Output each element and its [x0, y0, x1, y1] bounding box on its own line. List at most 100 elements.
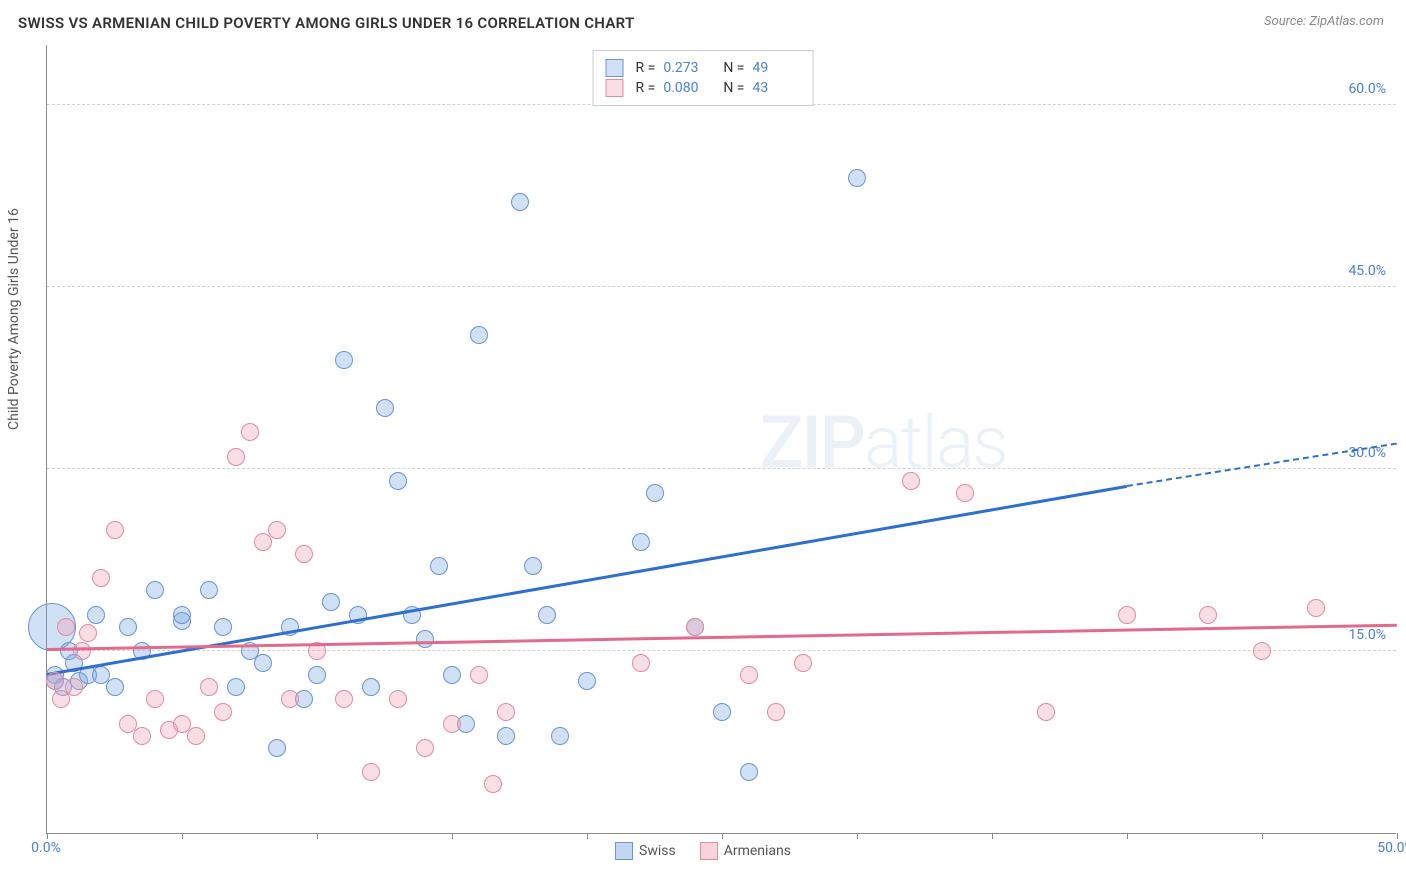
scatter-point — [254, 654, 272, 672]
scatter-point — [430, 557, 448, 575]
scatter-point — [268, 521, 286, 539]
scatter-point — [470, 666, 488, 684]
gridline — [47, 286, 1396, 287]
scatter-point — [1307, 599, 1325, 617]
scatter-point — [57, 618, 75, 636]
scatter-point — [538, 606, 556, 624]
legend-swatch — [615, 842, 633, 860]
legend-swatch — [606, 79, 624, 97]
scatter-point — [1199, 606, 1217, 624]
y-tick-label: 45.0% — [1348, 263, 1386, 279]
scatter-point — [46, 672, 64, 690]
scatter-point — [214, 703, 232, 721]
scatter-point — [416, 739, 434, 757]
scatter-point — [281, 690, 299, 708]
scatter-point — [1253, 642, 1271, 660]
scatter-point — [956, 484, 974, 502]
scatter-point — [187, 727, 205, 745]
legend-series: Swiss Armenians — [615, 842, 791, 860]
scatter-point — [308, 666, 326, 684]
x-tick-label: 50.0% — [1377, 840, 1406, 856]
legend-r-value: 0.273 — [663, 60, 711, 76]
scatter-point — [848, 169, 866, 187]
legend-item: Armenians — [700, 842, 791, 860]
gridline — [47, 468, 1396, 469]
legend-label: Armenians — [724, 843, 791, 859]
legend-row: R =0.273N =49 — [606, 59, 801, 77]
x-tick — [317, 833, 318, 839]
plot-area: 15.0%30.0%45.0%60.0% — [46, 45, 1396, 834]
scatter-point — [713, 703, 731, 721]
x-tick — [1262, 833, 1263, 839]
legend-correlation: R =0.273N =49R =0.080N =43 — [593, 50, 814, 106]
scatter-point — [335, 690, 353, 708]
legend-label: Swiss — [639, 843, 676, 859]
x-tick-label: 0.0% — [31, 840, 61, 856]
legend-item: Swiss — [615, 842, 676, 860]
x-tick — [992, 833, 993, 839]
scatter-point — [794, 654, 812, 672]
scatter-point — [1118, 606, 1136, 624]
scatter-point — [646, 484, 664, 502]
scatter-point — [443, 715, 461, 733]
source-attribution: Source: ZipAtlas.com — [1264, 14, 1384, 29]
scatter-point — [686, 618, 704, 636]
y-tick-label: 60.0% — [1348, 81, 1386, 97]
x-tick — [452, 833, 453, 839]
legend-r-label: R = — [636, 80, 656, 96]
legend-swatch — [606, 59, 624, 77]
x-tick — [587, 833, 588, 839]
legend-r-label: R = — [636, 60, 656, 76]
scatter-point — [241, 423, 259, 441]
scatter-point — [497, 703, 515, 721]
chart-title: SWISS VS ARMENIAN CHILD POVERTY AMONG GI… — [18, 14, 635, 32]
scatter-point — [92, 569, 110, 587]
scatter-point — [200, 581, 218, 599]
x-tick — [857, 833, 858, 839]
scatter-point — [119, 618, 137, 636]
scatter-point — [443, 666, 461, 684]
x-tick — [1397, 833, 1398, 839]
scatter-point — [524, 557, 542, 575]
x-tick — [1127, 833, 1128, 839]
scatter-point — [268, 739, 286, 757]
legend-n-label: N = — [723, 80, 744, 96]
x-tick — [722, 833, 723, 839]
scatter-point — [497, 727, 515, 745]
scatter-point — [87, 606, 105, 624]
legend-n-value: 49 — [752, 60, 800, 76]
scatter-point — [416, 630, 434, 648]
scatter-point — [106, 678, 124, 696]
y-tick-label: 15.0% — [1348, 627, 1386, 643]
scatter-point — [65, 678, 83, 696]
y-axis-label: Child Poverty Among Girls Under 16 — [6, 208, 22, 430]
scatter-point — [200, 678, 218, 696]
scatter-point — [902, 472, 920, 490]
scatter-point — [389, 472, 407, 490]
scatter-point — [133, 727, 151, 745]
scatter-point — [106, 521, 124, 539]
scatter-point — [73, 642, 91, 660]
scatter-point — [1037, 703, 1055, 721]
scatter-point — [389, 690, 407, 708]
scatter-point — [470, 326, 488, 344]
scatter-point — [376, 399, 394, 417]
legend-swatch — [700, 842, 718, 860]
scatter-point — [295, 545, 313, 563]
scatter-point — [362, 678, 380, 696]
x-tick — [47, 833, 48, 839]
scatter-point — [146, 690, 164, 708]
scatter-point — [79, 624, 97, 642]
scatter-point — [632, 654, 650, 672]
scatter-point — [632, 533, 650, 551]
legend-r-value: 0.080 — [663, 80, 711, 96]
scatter-point — [146, 581, 164, 599]
scatter-point — [227, 678, 245, 696]
scatter-point — [322, 593, 340, 611]
scatter-point — [362, 763, 380, 781]
legend-n-value: 43 — [752, 80, 800, 96]
scatter-point — [767, 703, 785, 721]
scatter-point — [214, 618, 232, 636]
scatter-point — [484, 775, 502, 793]
trend-line-dashed — [1127, 443, 1397, 487]
